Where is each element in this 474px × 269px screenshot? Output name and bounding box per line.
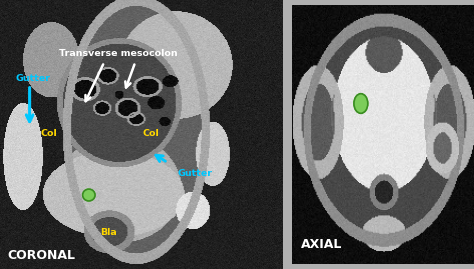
Text: Transverse mesocolon: Transverse mesocolon bbox=[59, 49, 178, 58]
Text: Gutter: Gutter bbox=[178, 169, 213, 178]
Text: Bla: Bla bbox=[100, 228, 117, 237]
Circle shape bbox=[82, 189, 95, 201]
Circle shape bbox=[354, 94, 368, 113]
Text: Col: Col bbox=[143, 129, 159, 138]
Text: Gutter: Gutter bbox=[16, 73, 51, 83]
Text: CORONAL: CORONAL bbox=[7, 249, 75, 262]
Text: Col: Col bbox=[41, 129, 58, 138]
Text: AXIAL: AXIAL bbox=[301, 238, 342, 251]
